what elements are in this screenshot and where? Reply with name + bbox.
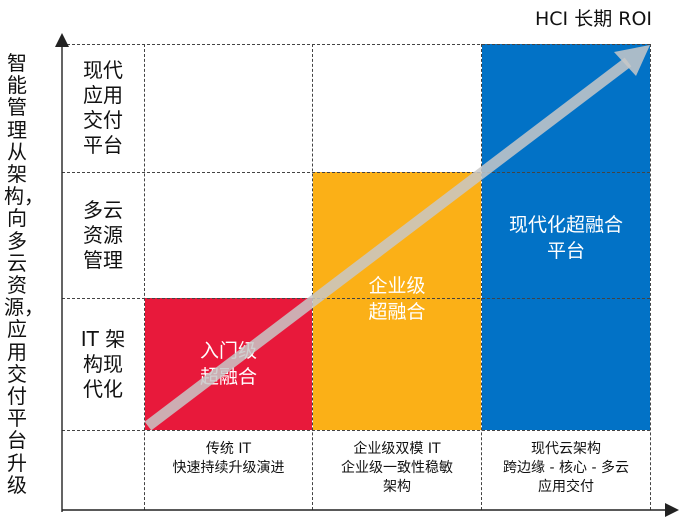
grid-vline-4: [650, 44, 651, 510]
col-label-enterprise-bimodal-it: 企业级双模 IT 企业级一致性稳敏 架构: [341, 441, 453, 495]
grid-vline-2: [312, 44, 313, 510]
roi-trend-arrow-head: [614, 45, 650, 76]
y-axis-label: 智能管理从架构，向多云资源，应用交付平台升级: [4, 51, 44, 497]
col-label-traditional-it: 传统 IT 快速持续升级演进: [172, 441, 285, 476]
roi-trend-arrow-shaft: [144, 57, 632, 431]
row-label-multicloud-resource: 多云资源管理: [83, 197, 123, 272]
grid-hline-top: [62, 44, 650, 45]
grid-hline-1: [62, 172, 650, 173]
row-label-it-modernization: IT 架构现代化: [80, 326, 126, 401]
col-label-modern-cloud: 现代云架构 跨边缘 - 核心 - 多云 应用交付: [503, 441, 629, 495]
roi-title: HCI 长期 ROI: [535, 8, 652, 30]
grid-hline-3: [62, 430, 650, 431]
block-enterprise-hci-line-1: 企业级: [368, 275, 426, 297]
block-modern-hci-platform-line-2: 平台: [546, 240, 585, 262]
block-enterprise-hci: 企业级 超融合: [313, 172, 481, 430]
block-modern-hci-platform-line-1: 现代化超融合: [508, 214, 623, 236]
block-enterprise-hci-line-2: 超融合: [368, 301, 426, 323]
grid-vline-3: [481, 44, 482, 510]
grid-vline-1: [144, 44, 145, 510]
row-label-modern-app-delivery: 现代应用交付平台: [83, 58, 123, 157]
grid-hline-2: [62, 298, 650, 299]
